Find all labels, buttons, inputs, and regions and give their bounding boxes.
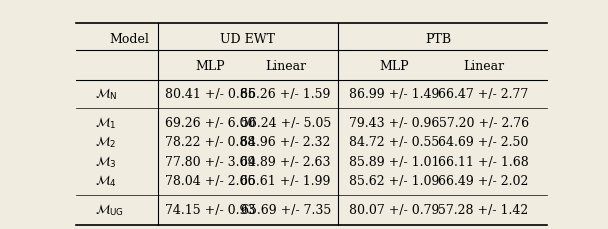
Text: 78.04 +/- 2.06: 78.04 +/- 2.06 [165,174,255,187]
Text: MLP: MLP [379,60,409,73]
Text: 80.41 +/- 0.85: 80.41 +/- 0.85 [165,88,255,101]
Text: $\mathcal{M}_{2}$: $\mathcal{M}_{2}$ [95,135,116,150]
Text: 57.20 +/- 2.76: 57.20 +/- 2.76 [438,116,528,129]
Text: 78.22 +/- 0.88: 78.22 +/- 0.88 [165,136,255,149]
Text: 74.15 +/- 0.93: 74.15 +/- 0.93 [165,203,255,215]
Text: 64.89 +/- 2.63: 64.89 +/- 2.63 [240,155,331,168]
Text: UD EWT: UD EWT [221,33,275,46]
Text: $\mathcal{M}_{\mathrm{N}}$: $\mathcal{M}_{\mathrm{N}}$ [95,87,117,102]
Text: 66.47 +/- 2.77: 66.47 +/- 2.77 [438,88,529,101]
Text: 66.26 +/- 1.59: 66.26 +/- 1.59 [241,88,331,101]
Text: $\mathcal{M}_{4}$: $\mathcal{M}_{4}$ [95,173,117,188]
Text: 64.69 +/- 2.50: 64.69 +/- 2.50 [438,136,529,149]
Text: 84.72 +/- 0.55: 84.72 +/- 0.55 [349,136,439,149]
Text: 85.62 +/- 1.09: 85.62 +/- 1.09 [349,174,439,187]
Text: 69.26 +/- 6.00: 69.26 +/- 6.00 [165,116,255,129]
Text: 57.28 +/- 1.42: 57.28 +/- 1.42 [438,203,529,215]
Text: Linear: Linear [265,60,306,73]
Text: 64.96 +/- 2.32: 64.96 +/- 2.32 [241,136,331,149]
Text: 65.69 +/- 7.35: 65.69 +/- 7.35 [241,203,331,215]
Text: 85.89 +/- 1.01: 85.89 +/- 1.01 [349,155,440,168]
Text: Linear: Linear [463,60,504,73]
Text: 79.43 +/- 0.96: 79.43 +/- 0.96 [349,116,439,129]
Text: 65.61 +/- 1.99: 65.61 +/- 1.99 [241,174,331,187]
Text: Model: Model [109,33,149,46]
Text: 66.49 +/- 2.02: 66.49 +/- 2.02 [438,174,529,187]
Text: 66.11 +/- 1.68: 66.11 +/- 1.68 [438,155,529,168]
Text: 80.07 +/- 0.79: 80.07 +/- 0.79 [349,203,439,215]
Text: $\mathcal{M}_{\mathrm{UG}}$: $\mathcal{M}_{\mathrm{UG}}$ [95,202,124,217]
Text: 77.80 +/- 3.09: 77.80 +/- 3.09 [165,155,255,168]
Text: MLP: MLP [196,60,225,73]
Text: 86.99 +/- 1.49: 86.99 +/- 1.49 [349,88,439,101]
Text: PTB: PTB [426,33,452,46]
Text: $\mathcal{M}_{1}$: $\mathcal{M}_{1}$ [95,115,116,130]
Text: 56.24 +/- 5.05: 56.24 +/- 5.05 [241,116,331,129]
Text: $\mathcal{M}_{3}$: $\mathcal{M}_{3}$ [95,154,116,169]
